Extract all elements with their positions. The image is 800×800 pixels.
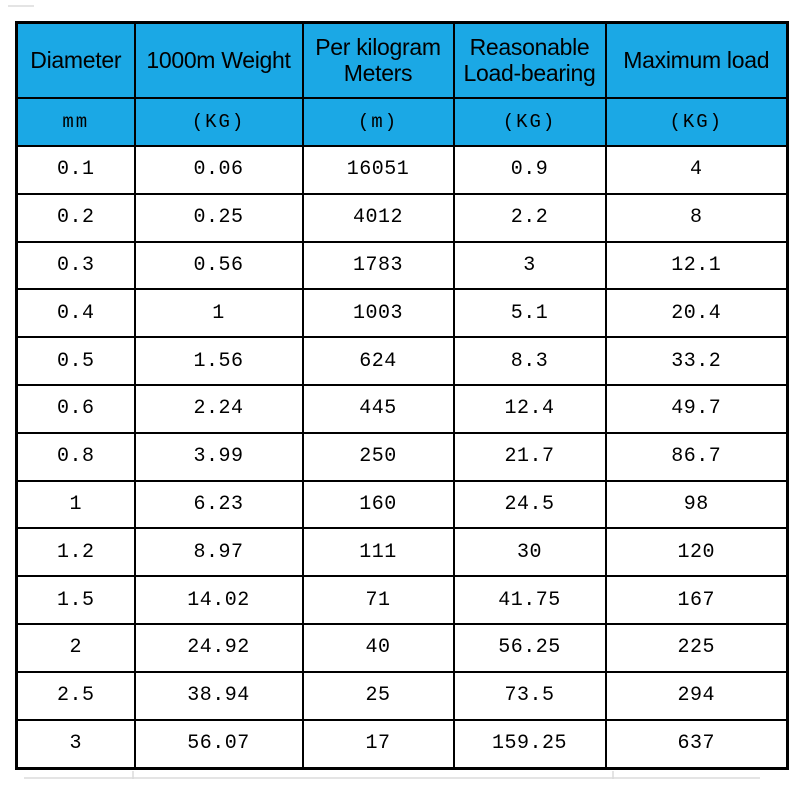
table-row: 0.8 3.99 250 21.7 86.7 — [15, 431, 789, 482]
unit-cell-maximum-load: (KG) — [604, 97, 789, 147]
table-cell: 33.2 — [604, 336, 789, 386]
table-cell: 3.99 — [133, 431, 304, 482]
table-cell: 0.5 — [15, 336, 136, 386]
table-row: 1.5 14.02 71 41.75 167 — [15, 575, 789, 625]
table-cell: 1783 — [301, 240, 455, 291]
table-cell: 0.06 — [133, 145, 304, 195]
table-cell: 4 — [604, 145, 789, 195]
table-cell: 3 — [15, 718, 136, 770]
table-cell: 160 — [301, 479, 455, 530]
table-cell: 624 — [301, 336, 455, 386]
unit-cell-per-kilogram-meters: (m) — [301, 97, 455, 147]
unit-cell-1000m-weight: (KG) — [133, 97, 304, 147]
units-row: mm (KG) (m) (KG) (KG) — [15, 97, 789, 147]
table-cell: 0.8 — [15, 431, 136, 482]
table-cell: 225 — [604, 622, 789, 673]
table-cell: 5.1 — [452, 288, 607, 339]
table-row: 0.5 1.56 624 8.3 33.2 — [15, 336, 789, 386]
table-cell: 111 — [301, 527, 455, 578]
table-cell: 8.3 — [452, 336, 607, 386]
table-cell: 159.25 — [452, 718, 607, 770]
table-row: 2.5 38.94 25 73.5 294 — [15, 670, 789, 721]
table-cell: 3 — [452, 240, 607, 291]
table-cell: 24.92 — [133, 622, 304, 673]
table-cell: 1.5 — [15, 575, 136, 625]
unit-cell-diameter: mm — [15, 97, 136, 147]
table-cell: 2.24 — [133, 383, 304, 434]
table-cell: 40 — [301, 622, 455, 673]
table-cell: 56.25 — [452, 622, 607, 673]
table-cell: 49.7 — [604, 383, 789, 434]
table-cell: 0.6 — [15, 383, 136, 434]
table-cell: 1003 — [301, 288, 455, 339]
table-cell: 16051 — [301, 145, 455, 195]
table-row: 0.1 0.06 16051 0.9 4 — [15, 145, 789, 195]
table-cell: 0.4 — [15, 288, 136, 339]
table-cell: 21.7 — [452, 431, 607, 482]
table-cell: 2 — [15, 622, 136, 673]
scan-artifact-dash — [8, 5, 34, 7]
scan-artifact-tick — [132, 771, 134, 779]
table-cell: 4012 — [301, 192, 455, 243]
table-row: 0.3 0.56 1783 3 12.1 — [15, 240, 789, 291]
table-cell: 98 — [604, 479, 789, 530]
table-cell: 250 — [301, 431, 455, 482]
header-row: Diameter 1000m Weight Per kilogram Meter… — [15, 21, 789, 99]
table-cell: 6.23 — [133, 479, 304, 530]
table-cell: 25 — [301, 670, 455, 721]
column-header-per-kilogram-meters: Per kilogram Meters — [301, 21, 455, 99]
table-cell: 71 — [301, 575, 455, 625]
table-cell: 12.1 — [604, 240, 789, 291]
scan-artifact-tick — [612, 771, 614, 779]
column-header-diameter: Diameter — [15, 21, 136, 99]
table-row: 1 6.23 160 24.5 98 — [15, 479, 789, 530]
table-cell: 73.5 — [452, 670, 607, 721]
table-cell: 8.97 — [133, 527, 304, 578]
table-cell: 41.75 — [452, 575, 607, 625]
table-cell: 30 — [452, 527, 607, 578]
table-cell: 167 — [604, 575, 789, 625]
column-header-maximum-load: Maximum load — [604, 21, 789, 99]
table-cell: 38.94 — [133, 670, 304, 721]
table-cell: 0.9 — [452, 145, 607, 195]
table-cell: 1.2 — [15, 527, 136, 578]
table-cell: 24.5 — [452, 479, 607, 530]
column-header-reasonable-load-bearing: Reasonable Load-bearing — [452, 21, 607, 99]
table-cell: 1 — [15, 479, 136, 530]
table-cell: 8 — [604, 192, 789, 243]
scan-artifact-line — [24, 777, 760, 779]
table-row: 0.6 2.24 445 12.4 49.7 — [15, 383, 789, 434]
table-cell: 17 — [301, 718, 455, 770]
spec-table: Diameter 1000m Weight Per kilogram Meter… — [15, 21, 789, 770]
column-header-1000m-weight: 1000m Weight — [133, 21, 304, 99]
table-cell: 0.3 — [15, 240, 136, 291]
table-cell: 120 — [604, 527, 789, 578]
table-cell: 12.4 — [452, 383, 607, 434]
table-cell: 637 — [604, 718, 789, 770]
table-cell: 445 — [301, 383, 455, 434]
table-cell: 0.1 — [15, 145, 136, 195]
table-body: 0.1 0.06 16051 0.9 4 0.2 0.25 4012 2.2 8 0.3 0.56 17… — [15, 145, 789, 770]
table-row: 0.2 0.25 4012 2.2 8 — [15, 192, 789, 243]
table-cell: 0.56 — [133, 240, 304, 291]
table-row: 3 56.07 17 159.25 637 — [15, 718, 789, 770]
table-cell: 0.25 — [133, 192, 304, 243]
table-cell: 1 — [133, 288, 304, 339]
table-cell: 2.2 — [452, 192, 607, 243]
table-cell: 294 — [604, 670, 789, 721]
table-cell: 14.02 — [133, 575, 304, 625]
unit-cell-reasonable-load-bearing: (KG) — [452, 97, 607, 147]
table-cell: 1.56 — [133, 336, 304, 386]
table-row: 1.2 8.97 111 30 120 — [15, 527, 789, 578]
table-cell: 86.7 — [604, 431, 789, 482]
table-cell: 0.2 — [15, 192, 136, 243]
table-cell: 56.07 — [133, 718, 304, 770]
table-cell: 20.4 — [604, 288, 789, 339]
table-row: 2 24.92 40 56.25 225 — [15, 622, 789, 673]
table-cell: 2.5 — [15, 670, 136, 721]
table-row: 0.4 1 1003 5.1 20.4 — [15, 288, 789, 339]
